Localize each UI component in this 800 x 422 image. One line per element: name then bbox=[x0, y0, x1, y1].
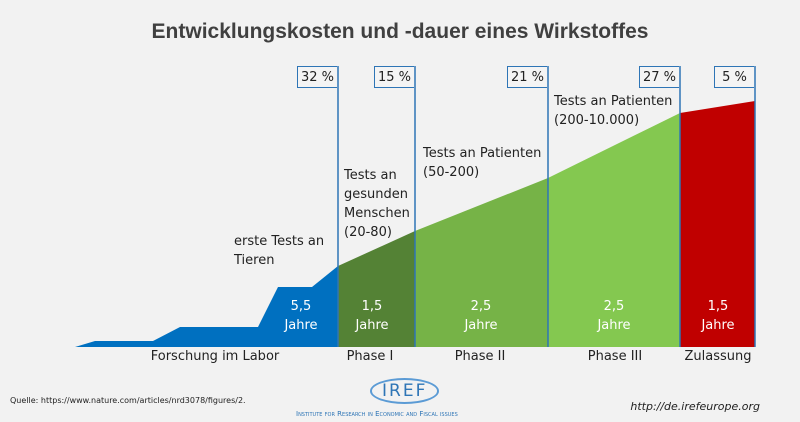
note-phase3: Tests an Patienten (200-10.000) bbox=[554, 94, 673, 128]
area-phase1 bbox=[338, 231, 415, 347]
years-zulassung: 1,5 Jahre bbox=[701, 299, 735, 333]
area-phase3 bbox=[548, 113, 680, 347]
phase-label: Phase I bbox=[346, 349, 394, 364]
years-phase3: 2,5 Jahre bbox=[597, 299, 631, 333]
share-box: 27 % bbox=[639, 66, 679, 88]
area-phase2 bbox=[415, 178, 548, 347]
share-box: 21 % bbox=[507, 66, 547, 88]
note-phase1: Tests an gesunden Menschen (20-80) bbox=[344, 168, 410, 240]
note-phase2: Tests an Patienten (50-200) bbox=[423, 146, 542, 180]
area-zulassung bbox=[680, 101, 755, 347]
phase-label: Phase II bbox=[454, 349, 506, 364]
source-note: Quelle: https://www.nature.com/articles/… bbox=[10, 396, 246, 405]
years-phase2: 2,5 Jahre bbox=[464, 299, 498, 333]
phase-label: Phase III bbox=[587, 349, 643, 364]
years-labor: 5,5 Jahre bbox=[284, 299, 318, 333]
share-box: 5 % bbox=[714, 66, 754, 88]
phase-label: Forschung im Labor bbox=[150, 349, 280, 364]
area-labor bbox=[75, 266, 338, 347]
share-box: 15 % bbox=[374, 66, 414, 88]
website-url[interactable]: http://de.irefeurope.org bbox=[630, 400, 760, 413]
years-phase1: 1,5 Jahre bbox=[355, 299, 389, 333]
phase-label: Zulassung bbox=[684, 349, 752, 364]
note-labor: erste Tests an Tieren bbox=[234, 234, 325, 268]
iref-logo: IREF bbox=[370, 378, 440, 404]
share-box: 32 % bbox=[297, 66, 337, 88]
title: Entwicklungskosten und -dauer eines Wirk… bbox=[151, 20, 649, 43]
institute-name: Institute for Research in Economic and F… bbox=[296, 410, 458, 418]
